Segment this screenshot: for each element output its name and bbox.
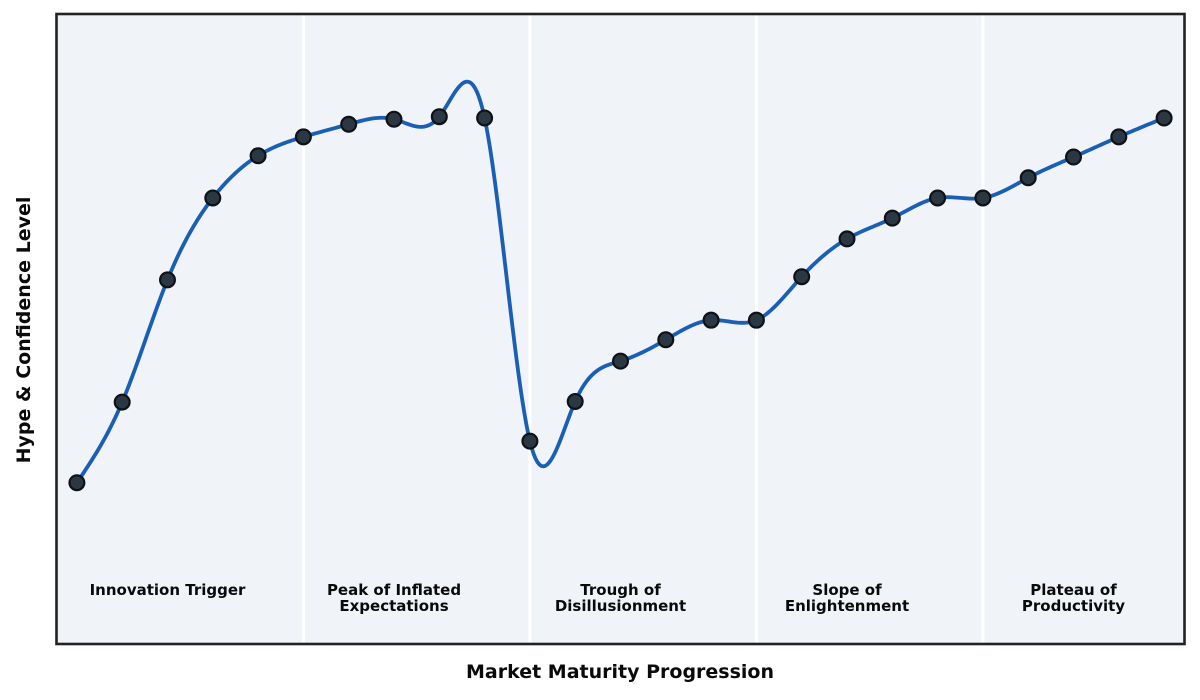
data-point — [883, 209, 901, 227]
phase-label: Peak of Inflated Expectations — [327, 582, 461, 614]
data-point — [657, 331, 675, 349]
data-point — [747, 311, 765, 329]
plot-frame — [55, 12, 1186, 646]
data-point — [1155, 109, 1173, 127]
data-point — [385, 110, 403, 128]
data-point — [702, 311, 720, 329]
x-axis-label: Market Maturity Progression — [465, 661, 775, 683]
phase-label: Innovation Trigger — [90, 582, 246, 598]
data-point — [566, 392, 584, 410]
data-point — [476, 109, 494, 127]
phase-label-line: Disillusionment — [554, 597, 687, 615]
phase-label-line: Slope of — [812, 581, 882, 599]
phase-label-line: Innovation Trigger — [89, 581, 246, 599]
data-point — [1019, 169, 1037, 187]
data-point — [158, 271, 176, 289]
phase-label: Slope of Enlightenment — [785, 582, 909, 614]
data-point — [838, 230, 856, 248]
data-point — [1065, 148, 1083, 166]
phase-label: Trough of Disillusionment — [555, 582, 686, 614]
y-axis-label: Hype & Confidence Level — [13, 196, 35, 464]
data-point — [340, 115, 358, 133]
data-point — [793, 268, 811, 286]
data-point — [294, 128, 312, 146]
data-point — [521, 432, 539, 450]
plot-area — [56, 14, 1185, 644]
data-point — [430, 108, 448, 126]
data-point — [611, 352, 629, 370]
phase-label-line: Expectations — [339, 597, 449, 615]
phase-label-line: Trough of — [580, 581, 661, 599]
data-point — [1110, 128, 1128, 146]
data-point — [204, 189, 222, 207]
phase-label: Plateau of Productivity — [1022, 582, 1125, 614]
data-point — [929, 189, 947, 207]
phase-label-line: Plateau of — [1030, 581, 1117, 599]
phase-label-line: Enlightenment — [784, 597, 910, 615]
phase-label-line: Peak of Inflated — [326, 581, 462, 599]
data-point — [974, 189, 992, 207]
data-point — [68, 474, 86, 492]
data-point — [249, 147, 267, 165]
data-point — [113, 393, 131, 411]
phase-label-line: Productivity — [1021, 597, 1126, 615]
